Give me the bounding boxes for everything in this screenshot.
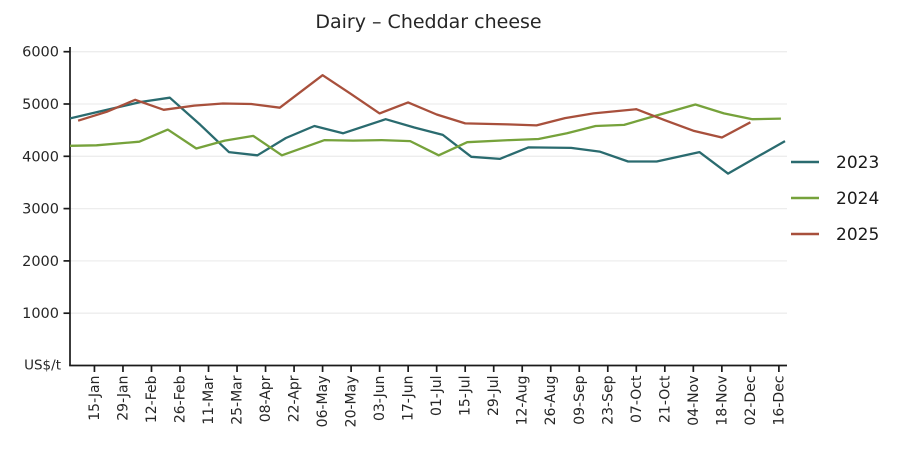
x-tick-label: 03-Jun (372, 376, 388, 422)
x-tick-label: 07-Oct (629, 375, 645, 423)
series-line-2025 (77, 74, 751, 139)
x-tick-label: 25-Mar (230, 375, 246, 425)
x-tick-label: 08-Apr (258, 375, 274, 422)
x-tick-label: 29-Jan (115, 376, 131, 421)
x-tick-label: 23-Sep (600, 375, 616, 424)
y-tick-label: 1000 (22, 306, 59, 322)
x-tick-label: 20-May (344, 376, 360, 428)
x-tick-label: 09-Sep (572, 375, 588, 424)
x-tick-label: 02-Dec (743, 376, 759, 426)
x-tick-label: 18-Nov (714, 376, 730, 426)
x-tick-label: 06-May (315, 376, 331, 428)
y-tick-label: 5000 (22, 97, 59, 113)
y-tick-label: 3000 (22, 202, 59, 218)
x-tick-label: 15-Jan (87, 376, 103, 421)
legend-label-2025: 2025 (836, 225, 879, 245)
y-axis-unit-label: US$/t (24, 358, 61, 374)
legend-label-2023: 2023 (836, 153, 879, 173)
x-tick-label: 29-Jul (486, 376, 502, 417)
y-tick-label: 4000 (22, 149, 59, 165)
x-tick-label: 26-Feb (173, 375, 189, 423)
series-line-2023 (70, 96, 786, 175)
chart-title: Dairy – Cheddar cheese (315, 11, 542, 33)
x-tick-label: 12-Aug (515, 376, 531, 426)
x-tick-label: 15-Jul (458, 376, 474, 417)
x-tick-label: 26-Aug (543, 376, 559, 426)
y-tick-label: 6000 (22, 45, 59, 61)
x-tick-label: 04-Nov (686, 376, 702, 426)
y-tick-label: 2000 (22, 254, 59, 270)
legend-label-2024: 2024 (836, 189, 879, 209)
x-tick-label: 11-Mar (201, 375, 217, 425)
series-line-2024 (70, 103, 781, 157)
x-tick-label: 17-Jun (401, 376, 417, 422)
x-tick-label: 16-Dec (771, 376, 787, 426)
x-tick-label: 12-Feb (144, 375, 160, 423)
x-tick-label: 21-Oct (657, 375, 673, 423)
x-tick-label: 01-Jul (429, 376, 445, 417)
x-tick-label: 22-Apr (287, 375, 303, 422)
